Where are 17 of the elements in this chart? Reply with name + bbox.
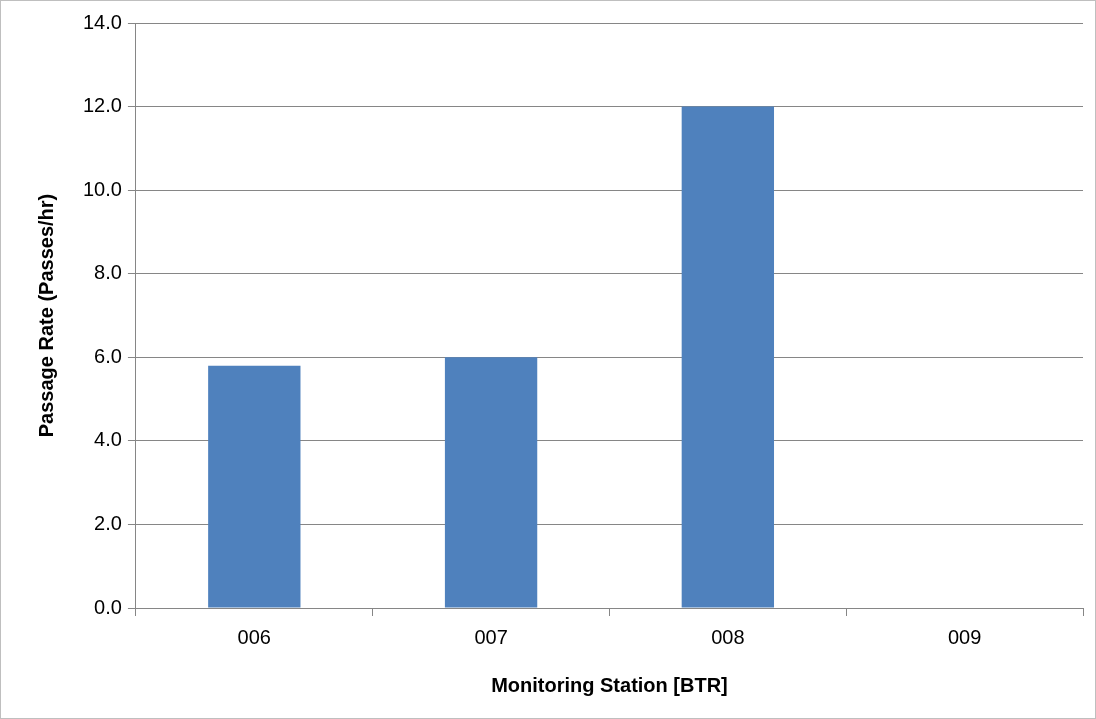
y-tick-label: 8.0 [94,261,122,284]
x-tick-label: 006 [237,625,271,648]
bar [681,106,775,608]
y-tick-label: 4.0 [94,428,122,451]
y-tick-label: 6.0 [94,344,122,367]
y-tick-label: 12.0 [82,94,122,117]
y-tick-label: 14.0 [82,10,122,33]
bar [208,365,301,608]
bar [444,357,538,608]
y-tick-label: 0.0 [94,595,122,618]
x-tick-label: 008 [711,625,745,648]
x-tick-label: 009 [947,625,982,648]
y-axis-title: Passage Rate (Passes/hr) [34,193,57,438]
y-tick-label: 10.0 [82,177,122,200]
x-axis-title: Monitoring Station [BTR] [491,673,728,696]
y-tick-label: 2.0 [94,511,122,534]
x-tick-label: 007 [474,625,508,648]
